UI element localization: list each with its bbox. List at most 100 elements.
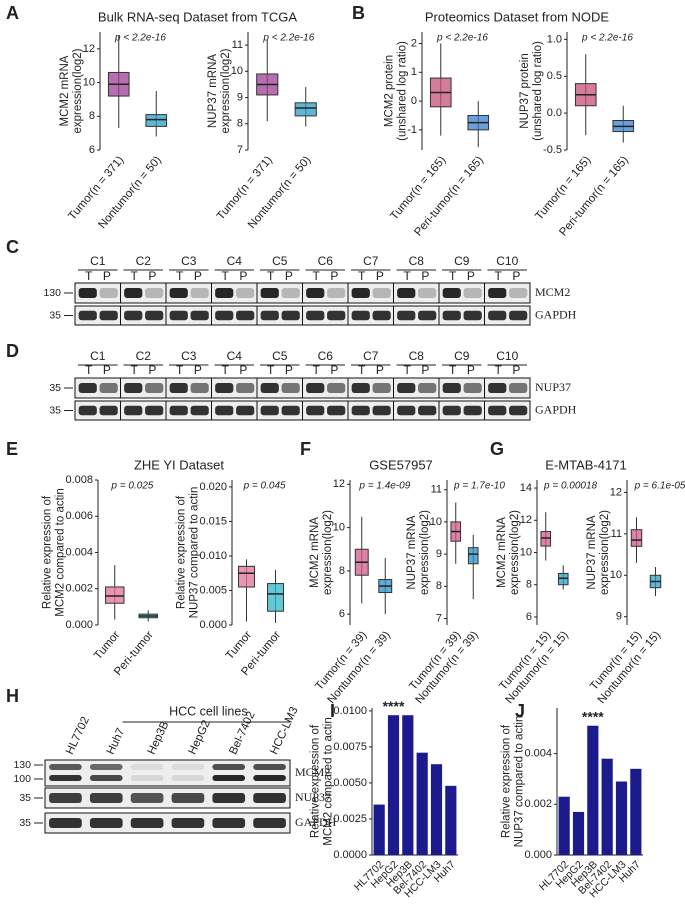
protein-label: MCM2 <box>535 285 570 299</box>
box <box>267 583 284 612</box>
bar <box>558 796 570 855</box>
mw-marker: 35 <box>49 309 61 321</box>
lane-label: C7 <box>363 349 379 363</box>
bar <box>387 715 400 855</box>
y-tick-label: 0.004 <box>65 546 93 558</box>
band <box>509 288 528 298</box>
y-axis-label: Relative expression of <box>42 495 54 609</box>
band <box>49 818 82 828</box>
lane-sublabel: T <box>358 269 366 283</box>
band <box>89 818 123 828</box>
bar <box>430 764 443 855</box>
y-tick-label: 0.0050 <box>333 777 367 789</box>
band <box>509 405 528 416</box>
y-axis-label: NUP37 mRNA <box>207 54 219 128</box>
panel-letter: J <box>515 701 525 721</box>
y-tick-label: 1.0 <box>547 33 562 45</box>
lane-sublabel: T <box>176 269 184 283</box>
box <box>467 547 479 565</box>
p-value: p < 2.2e-16 <box>262 33 314 44</box>
y-tick-label: 8 <box>339 565 345 577</box>
lane-sublabel: T <box>449 269 457 283</box>
y-tick-label: 7 <box>436 612 442 624</box>
band <box>78 383 97 393</box>
y-tick-label: 9 <box>436 548 442 560</box>
lane-label: C3 <box>181 349 197 363</box>
lane-sublabel: T <box>312 269 320 283</box>
band <box>78 405 97 416</box>
band <box>78 288 97 298</box>
band <box>397 405 416 416</box>
lane-sublabel: P <box>148 269 156 283</box>
band <box>488 310 507 321</box>
lane-sublabel: P <box>194 269 202 283</box>
band <box>463 288 482 298</box>
lane-sublabel: P <box>194 363 202 377</box>
band <box>215 383 234 393</box>
band <box>397 383 416 393</box>
bar <box>402 715 414 855</box>
y-tick-label: 10 <box>83 76 95 88</box>
box <box>105 586 125 604</box>
band <box>78 310 97 321</box>
bar <box>630 768 642 855</box>
band <box>145 383 164 393</box>
p-value: p = 1.4e-09 <box>358 481 410 492</box>
band <box>327 383 346 393</box>
band <box>306 288 325 298</box>
band <box>171 793 205 803</box>
band <box>397 310 416 321</box>
mw-marker: 35 <box>49 404 61 416</box>
lane-label: C1 <box>90 254 106 268</box>
band <box>253 818 286 828</box>
mw-marker: 35 <box>49 382 61 394</box>
y-axis-label: Relative expression of <box>309 724 321 838</box>
lane-label: C7 <box>363 254 379 268</box>
band <box>463 405 482 416</box>
band <box>488 383 507 393</box>
lane-label: C9 <box>454 349 470 363</box>
band <box>418 405 437 416</box>
band <box>351 405 370 416</box>
lane-sublabel: P <box>512 363 520 377</box>
panel-letter: B <box>352 3 365 23</box>
bar <box>445 785 457 855</box>
y-tick-label: 12 <box>333 478 345 490</box>
p-value: p < 2.2e-16 <box>436 33 488 44</box>
band <box>145 288 164 298</box>
band <box>171 764 205 770</box>
lane-sublabel: T <box>85 269 93 283</box>
protein-label: GAPDH <box>535 402 577 416</box>
y-tick-label: 0.008 <box>65 474 93 486</box>
band <box>99 310 118 321</box>
y-tick-label: 0.020 <box>199 481 227 493</box>
lane-sublabel: P <box>103 269 111 283</box>
panel-letter: E <box>6 439 18 459</box>
band <box>372 288 391 298</box>
y-tick-label: 0.5 <box>547 70 562 82</box>
band <box>49 775 82 781</box>
box <box>294 102 317 117</box>
y-tick-label: 10 <box>231 65 243 77</box>
y-axis-label: expression(log2) <box>509 510 521 595</box>
lane-label: C8 <box>409 254 425 268</box>
band <box>124 405 143 416</box>
band <box>89 793 123 803</box>
band <box>130 764 164 770</box>
lane-label: Huh7 <box>105 727 127 757</box>
band <box>509 310 528 321</box>
y-axis-label: (unshared log ratio) <box>532 41 544 141</box>
mw-marker: 130 <box>43 287 61 299</box>
lane-label: C10 <box>496 349 518 363</box>
lane-sublabel: T <box>267 269 275 283</box>
y-tick-label: 0.000 <box>199 619 227 631</box>
y-tick-label: 11 <box>431 484 442 496</box>
band <box>130 793 164 803</box>
y-axis-label: MCM2 compared to actin <box>322 717 334 845</box>
protein-label: GAPDH <box>295 815 337 829</box>
p-value: p < 2.2e-16 <box>114 33 166 44</box>
band <box>124 310 143 321</box>
y-tick-label: 10 <box>333 522 345 534</box>
y-tick-label: 0.0 <box>547 107 562 119</box>
